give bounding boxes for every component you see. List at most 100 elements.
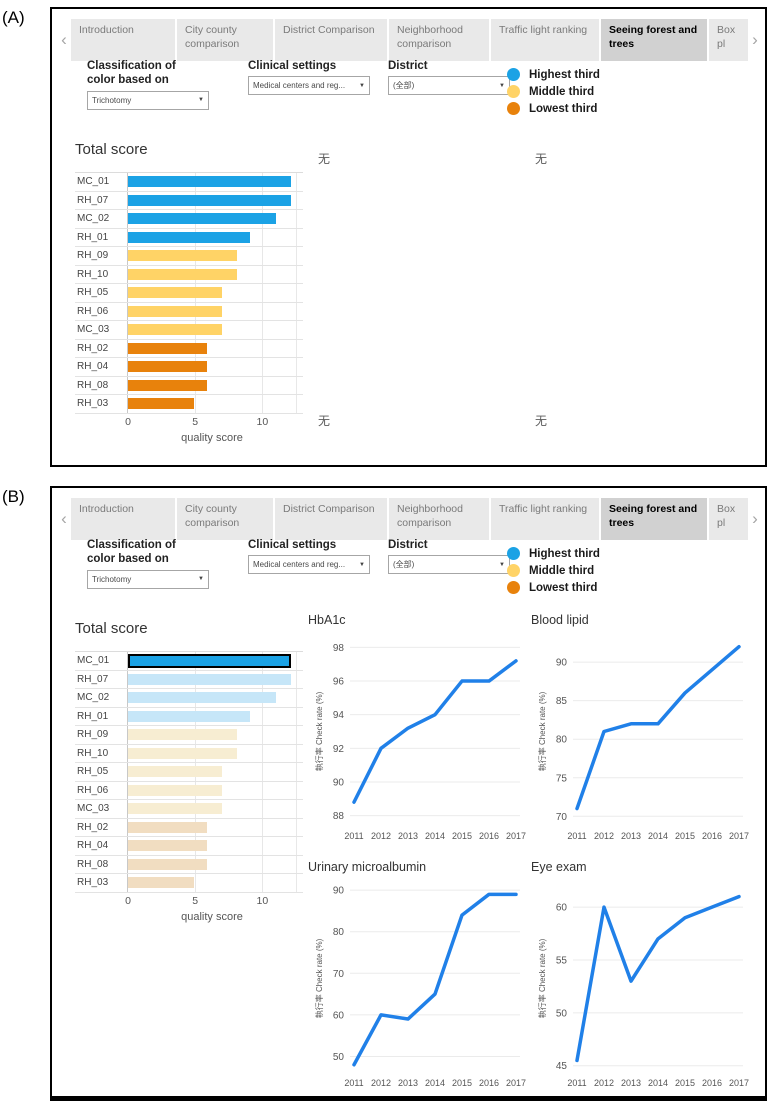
bar-row-rh_07[interactable]: RH_07: [75, 191, 303, 210]
bar-rh_09[interactable]: [128, 729, 237, 741]
tab-bar: ‹ Introduction City county comparison Dist…: [57, 498, 762, 540]
bar-rh_04[interactable]: [128, 840, 208, 852]
classification-select[interactable]: Trichotomy ▼: [87, 569, 209, 589]
bar-row-rh_08[interactable]: RH_08: [75, 855, 303, 874]
bar-row-rh_01[interactable]: RH_01: [75, 707, 303, 726]
tab-scroll-left-icon[interactable]: ‹: [61, 509, 67, 528]
clinical-settings-select[interactable]: Medical centers and reg... ▼: [248, 555, 370, 575]
classification-select[interactable]: Trichotomy ▼: [87, 90, 209, 110]
bar-track: [127, 837, 297, 855]
bar-row-rh_09[interactable]: RH_09: [75, 247, 303, 266]
bar-row-mc_03[interactable]: MC_03: [75, 321, 303, 340]
empty-chart-marker: 无: [535, 152, 548, 166]
bar-row-rh_07[interactable]: RH_07: [75, 670, 303, 689]
tab-district-comparison[interactable]: District Comparison: [275, 498, 387, 540]
tab-box-pl[interactable]: Box pl: [709, 19, 748, 61]
bar-rh_02[interactable]: [128, 821, 208, 833]
legend-item-highest[interactable]: Highest third: [507, 66, 600, 83]
legend-item-highest[interactable]: Highest third: [507, 545, 600, 562]
legend-item-middle[interactable]: Middle third: [507, 562, 600, 579]
tab-scroll-left-icon[interactable]: ‹: [61, 30, 67, 49]
bar-mc_01[interactable]: [128, 176, 291, 188]
bar-rh_07[interactable]: [128, 673, 291, 685]
tab-introduction[interactable]: Introduction: [71, 19, 175, 61]
district-select[interactable]: (全部) ▼: [388, 76, 510, 96]
bar-rh_08[interactable]: [128, 379, 208, 391]
bar-row-rh_08[interactable]: RH_08: [75, 376, 303, 395]
line-plot: 88 90 92 94 96 98 執行率 Check rate (%) 2011 2012 20…: [314, 643, 526, 841]
bar-row-rh_03[interactable]: RH_03: [75, 395, 303, 414]
bar-row-rh_04[interactable]: RH_04: [75, 837, 303, 856]
svg-text:92: 92: [333, 744, 345, 755]
bar-rh_05[interactable]: [128, 287, 223, 299]
tab-scroll-right-icon[interactable]: ›: [752, 30, 758, 49]
bar-row-rh_09[interactable]: RH_09: [75, 726, 303, 745]
bar-row-mc_02[interactable]: MC_02: [75, 689, 303, 708]
tab-traffic-light-ranking[interactable]: Traffic light ranking: [491, 19, 599, 61]
tab-scroll-right-icon[interactable]: ›: [752, 509, 758, 528]
bar-label: RH_06: [77, 784, 109, 796]
bar-rh_01[interactable]: [128, 710, 251, 722]
tab-traffic-light-ranking[interactable]: Traffic light ranking: [491, 498, 599, 540]
bar-rh_07[interactable]: [128, 194, 291, 206]
bar-mc_02[interactable]: [128, 692, 276, 704]
clinical-settings-select[interactable]: Medical centers and reg... ▼: [248, 76, 370, 96]
tab-city-county-comparison[interactable]: City county comparison: [177, 498, 273, 540]
svg-text:2016: 2016: [702, 831, 722, 841]
bar-rh_03[interactable]: [128, 398, 194, 410]
bar-row-rh_06[interactable]: RH_06: [75, 781, 303, 800]
tab-seeing-forest-and-trees[interactable]: Seeing forest and trees: [601, 19, 707, 61]
tabs: Introduction City county comparison Distri…: [71, 19, 748, 61]
bar-rh_10[interactable]: [128, 268, 237, 280]
svg-text:2015: 2015: [452, 831, 472, 841]
legend-item-lowest[interactable]: Lowest third: [507, 579, 600, 596]
bar-row-rh_03[interactable]: RH_03: [75, 874, 303, 893]
gridline: [262, 726, 264, 744]
svg-text:2017: 2017: [729, 1078, 749, 1088]
bar-row-mc_02[interactable]: MC_02: [75, 210, 303, 229]
bar-rh_06[interactable]: [128, 305, 223, 317]
tab-introduction[interactable]: Introduction: [71, 498, 175, 540]
gridline: [262, 247, 264, 265]
bar-rh_10[interactable]: [128, 747, 237, 759]
tab-neighborhood-comparison[interactable]: Neighborhood comparison: [389, 498, 489, 540]
bar-row-mc_01[interactable]: MC_01: [75, 652, 303, 671]
bar-row-rh_04[interactable]: RH_04: [75, 358, 303, 377]
district-select[interactable]: (全部) ▼: [388, 555, 510, 575]
svg-text:75: 75: [556, 773, 568, 784]
bar-mc_03[interactable]: [128, 324, 223, 336]
bar-rh_01[interactable]: [128, 231, 251, 243]
bar-row-rh_01[interactable]: RH_01: [75, 228, 303, 247]
bar-rh_08[interactable]: [128, 858, 208, 870]
svg-text:50: 50: [556, 1008, 568, 1019]
bar-rh_09[interactable]: [128, 250, 237, 262]
legend-item-middle[interactable]: Middle third: [507, 83, 600, 100]
tab-city-county-comparison[interactable]: City county comparison: [177, 19, 273, 61]
tab-seeing-forest-and-trees[interactable]: Seeing forest and trees: [601, 498, 707, 540]
bar-row-rh_05[interactable]: RH_05: [75, 763, 303, 782]
bar-row-rh_10[interactable]: RH_10: [75, 265, 303, 284]
bar-row-rh_02[interactable]: RH_02: [75, 339, 303, 358]
bar-mc_03[interactable]: [128, 803, 223, 815]
bar-row-rh_06[interactable]: RH_06: [75, 302, 303, 321]
tab-box-pl[interactable]: Box pl: [709, 498, 748, 540]
bar-mc_01[interactable]: [128, 653, 291, 668]
bar-track: [127, 652, 297, 670]
bar-row-mc_03[interactable]: MC_03: [75, 800, 303, 819]
svg-text:執行率 Check rate (%): 執行率 Check rate (%): [314, 691, 324, 771]
bar-rh_05[interactable]: [128, 766, 223, 778]
bar-mc_02[interactable]: [128, 213, 276, 225]
bar-rh_06[interactable]: [128, 784, 223, 796]
legend-item-lowest[interactable]: Lowest third: [507, 100, 600, 117]
svg-text:2017: 2017: [506, 831, 526, 841]
bar-rh_04[interactable]: [128, 361, 208, 373]
bar-row-rh_10[interactable]: RH_10: [75, 744, 303, 763]
bar-rh_02[interactable]: [128, 342, 208, 354]
tab-district-comparison[interactable]: District Comparison: [275, 19, 387, 61]
bar-row-rh_02[interactable]: RH_02: [75, 818, 303, 837]
bar-rh_03[interactable]: [128, 877, 194, 889]
bar-row-rh_05[interactable]: RH_05: [75, 284, 303, 303]
bar-row-mc_01[interactable]: MC_01: [75, 173, 303, 192]
tab-neighborhood-comparison[interactable]: Neighborhood comparison: [389, 19, 489, 61]
bar-track: [127, 265, 297, 283]
